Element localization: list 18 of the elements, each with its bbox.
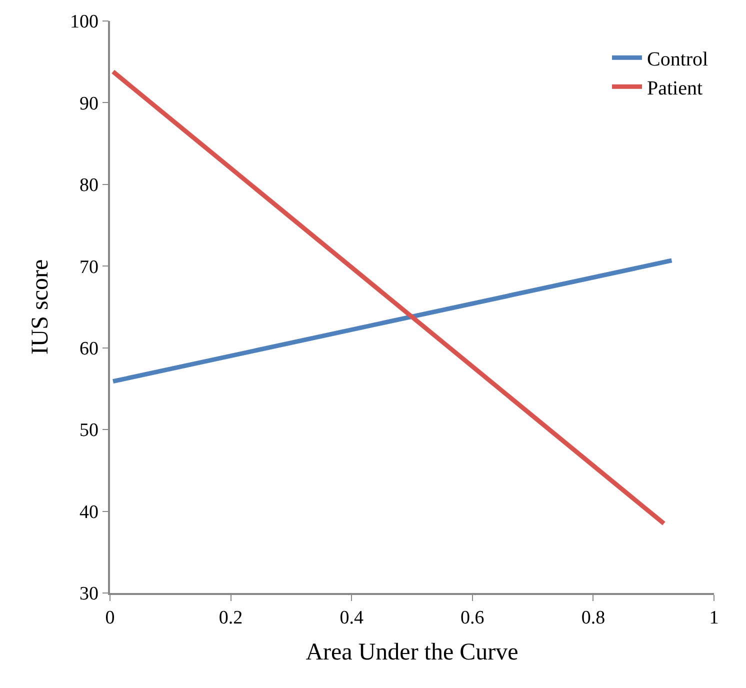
x-tick-label: 0.4 <box>340 608 364 629</box>
x-tick-label: 1 <box>709 608 719 629</box>
y-tick-label: 70 <box>79 256 98 278</box>
legend-label: Control <box>647 48 709 70</box>
y-axis-title: IUS score <box>28 259 54 355</box>
x-tick-label: 0.2 <box>218 608 243 629</box>
y-tick-label: 60 <box>79 338 98 360</box>
y-tick-label: 100 <box>70 12 98 33</box>
x-tick-label: 0.8 <box>581 608 606 629</box>
x-tick-label: 0.6 <box>460 608 484 629</box>
y-tick-label: 90 <box>79 93 98 114</box>
y-tick-label: 50 <box>79 420 98 442</box>
y-tick-label: 80 <box>79 175 98 196</box>
x-axis-title: Area Under the Curve <box>306 639 518 666</box>
y-tick-label: 40 <box>79 502 98 523</box>
legend-label: Patient <box>647 77 703 100</box>
y-tick-label: 30 <box>79 584 98 605</box>
x-tick-label: 0 <box>105 608 115 629</box>
